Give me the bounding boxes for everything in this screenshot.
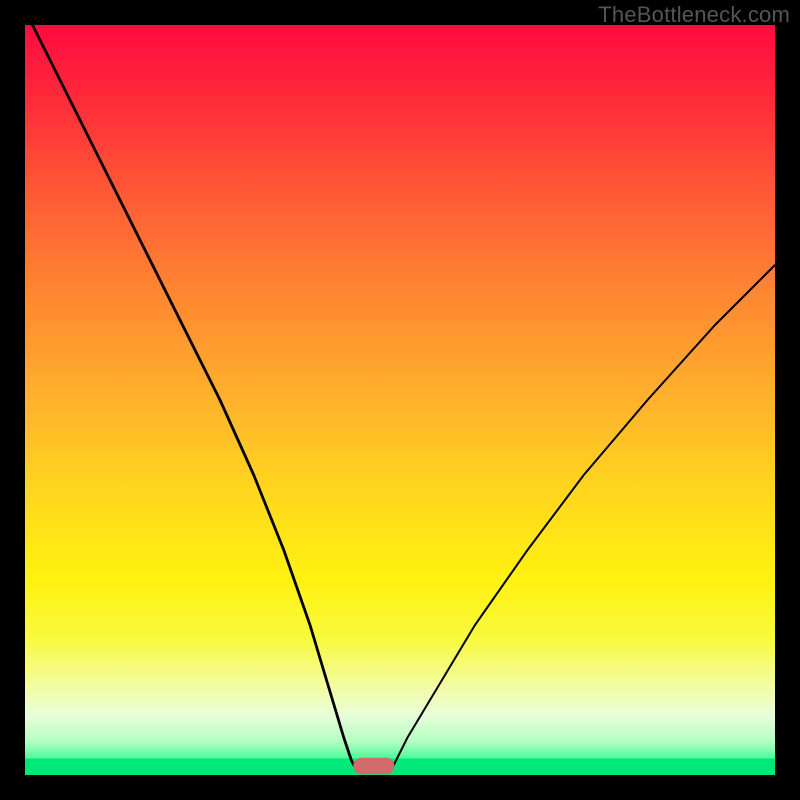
chart-container: TheBottleneck.com — [0, 0, 800, 800]
watermark-text: TheBottleneck.com — [598, 2, 790, 28]
bottleneck-curve-chart — [0, 0, 800, 800]
optimal-marker — [353, 758, 394, 775]
